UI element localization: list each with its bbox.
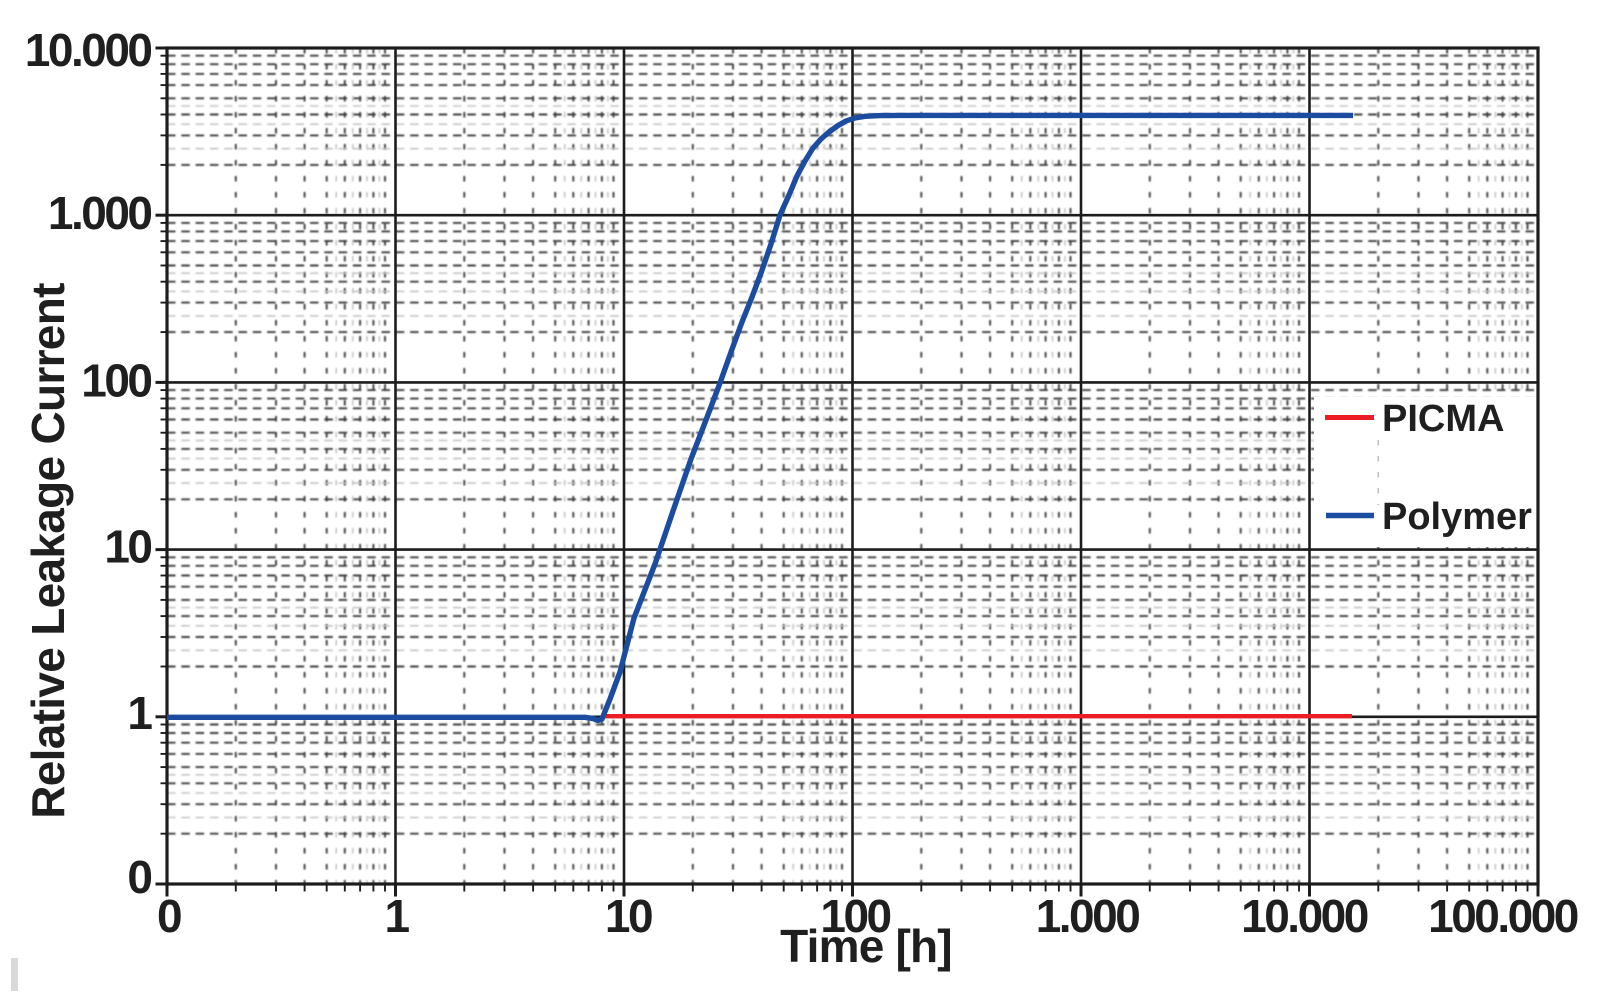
svg-text:10: 10: [104, 521, 151, 573]
svg-text:0: 0: [157, 890, 181, 942]
svg-text:0: 0: [127, 851, 151, 903]
svg-text:1.000: 1.000: [1036, 890, 1140, 942]
svg-text:10.000: 10.000: [1241, 890, 1368, 942]
svg-text:1: 1: [127, 687, 152, 739]
svg-text:100.000: 100.000: [1428, 890, 1578, 942]
svg-text:100: 100: [820, 890, 890, 942]
svg-text:100: 100: [81, 354, 151, 406]
svg-text:PICMA: PICMA: [1382, 398, 1504, 440]
svg-text:10.000: 10.000: [25, 24, 152, 76]
svg-text:Relative Leakage Current: Relative Leakage Current: [22, 283, 74, 819]
svg-text:1: 1: [384, 890, 409, 942]
svg-text:Polymer: Polymer: [1382, 496, 1532, 538]
svg-text:1.000: 1.000: [48, 187, 152, 239]
svg-text:Time [h]: Time [h]: [780, 920, 952, 972]
svg-text:10: 10: [605, 890, 652, 942]
